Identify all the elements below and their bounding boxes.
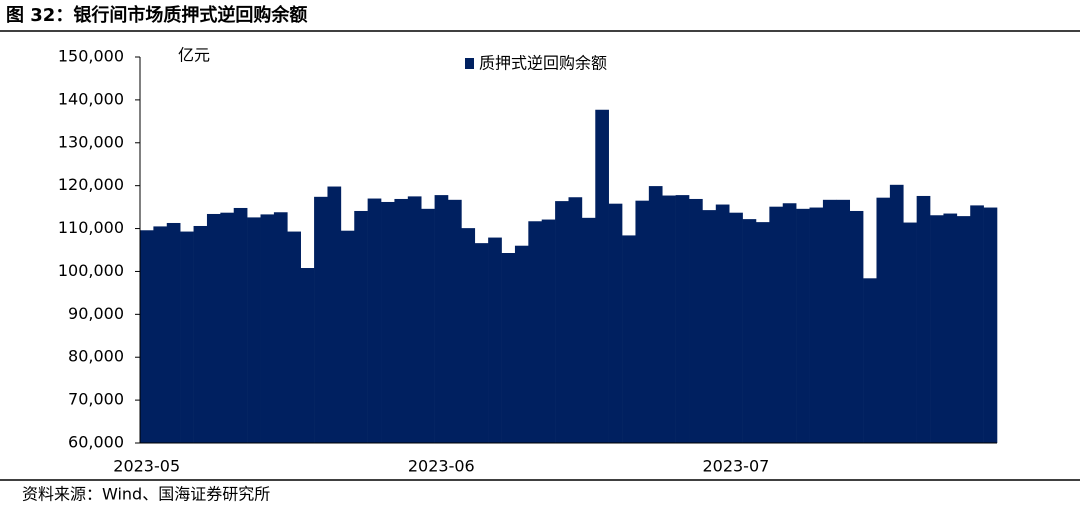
bar	[876, 197, 891, 443]
bar	[889, 184, 904, 443]
bar	[755, 222, 770, 443]
bar	[662, 195, 676, 443]
bar	[461, 228, 476, 443]
x-tick-label: 2023-05	[113, 457, 180, 476]
y-tick-label: 100,000	[58, 261, 124, 280]
bar	[514, 245, 529, 443]
bar	[916, 195, 931, 443]
legend-swatch	[465, 58, 474, 69]
bar	[180, 231, 194, 443]
bar	[220, 212, 235, 443]
bar	[648, 186, 663, 443]
bar	[327, 186, 342, 443]
bar	[769, 206, 784, 443]
bar	[849, 210, 864, 443]
y-tick-label: 80,000	[68, 347, 124, 366]
bar	[943, 213, 958, 443]
bar	[595, 109, 609, 444]
bar	[702, 210, 717, 443]
bar	[568, 197, 583, 443]
y-tick-label: 120,000	[58, 175, 124, 194]
bar	[715, 204, 730, 443]
bar	[340, 230, 355, 443]
bar	[166, 222, 181, 443]
bar	[488, 237, 502, 443]
bar	[474, 243, 489, 443]
y-tick-label: 70,000	[68, 390, 124, 409]
bar	[501, 253, 516, 443]
bar	[796, 208, 810, 443]
bar	[206, 213, 221, 443]
y-tick-label: 150,000	[58, 47, 124, 66]
bar	[622, 235, 636, 443]
bar	[608, 203, 623, 443]
bar	[635, 200, 650, 443]
bar	[729, 212, 743, 443]
y-tick-label: 110,000	[58, 218, 124, 237]
bar	[675, 195, 690, 443]
y-tick-label: 90,000	[68, 304, 124, 323]
y-tick-label: 60,000	[68, 433, 124, 452]
bar	[809, 207, 824, 443]
bar	[528, 221, 543, 443]
bar	[581, 217, 596, 443]
bar	[260, 214, 275, 443]
bar	[247, 217, 261, 443]
x-tick-label: 2023-07	[702, 457, 769, 476]
bar	[287, 231, 301, 443]
source: 资料来源：Wind、国海证券研究所	[22, 485, 270, 504]
bar	[930, 215, 944, 443]
y-tick-label: 140,000	[58, 89, 124, 108]
chart-title: 图 32：银行间市场质押式逆回购余额	[6, 4, 307, 26]
bar	[140, 230, 154, 443]
bar	[421, 208, 435, 443]
bar	[153, 226, 168, 443]
x-tick-label: 2023-06	[408, 457, 475, 476]
bar	[273, 212, 288, 443]
bar	[381, 201, 395, 443]
bar	[233, 207, 248, 443]
bar	[434, 195, 449, 443]
bar	[689, 198, 703, 443]
bar	[903, 222, 917, 443]
bar	[983, 207, 998, 443]
bar	[367, 198, 382, 443]
bar	[836, 199, 851, 443]
bar	[394, 198, 409, 443]
bar	[300, 268, 315, 443]
legend-label: 质押式逆回购余额	[479, 54, 607, 73]
bar	[782, 203, 797, 443]
y-unit: 亿元	[178, 46, 210, 65]
bar	[354, 210, 368, 443]
bar	[314, 196, 328, 443]
bar	[541, 219, 556, 443]
bar	[970, 205, 984, 443]
bar	[555, 201, 569, 443]
bar	[863, 278, 877, 443]
bar	[407, 196, 422, 443]
bar	[742, 219, 757, 443]
bar	[447, 199, 462, 443]
bar	[956, 216, 971, 443]
bar	[193, 225, 208, 443]
y-tick-label: 130,000	[58, 132, 124, 151]
bar	[822, 199, 837, 443]
